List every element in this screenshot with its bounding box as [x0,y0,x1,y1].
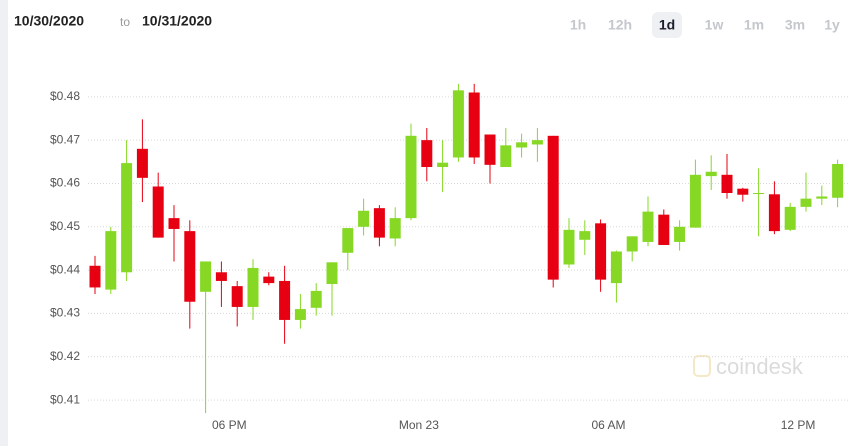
candle-body [421,140,433,168]
candle-body [642,211,654,242]
candle-body [737,188,749,195]
candle-body [168,218,180,229]
candle-body [405,135,417,219]
candle-body [484,134,496,165]
start-date: 10/30/2020 [14,13,84,29]
candle-body [832,163,844,198]
candle-body [610,251,622,284]
watermark: coindesk [693,354,804,379]
x-tick-label: 06 AM [591,418,625,432]
candle-body [705,171,717,177]
watermark-icon [693,355,711,377]
end-date: 10/31/2020 [142,13,212,29]
candle-body [674,226,686,242]
x-tick-label: Mon 23 [399,418,439,432]
range-button[interactable]: 1d [659,17,675,33]
candle-body [215,272,227,281]
range-button[interactable]: 1w [705,17,724,33]
y-tick-label: $0.44 [50,262,80,276]
candle-body [279,280,291,320]
candle-body [121,163,133,273]
candle-body [310,290,322,308]
candle-body [342,228,354,253]
candle-body [531,140,543,145]
x-tick-label: 06 PM [212,418,247,432]
candle-body [658,214,670,245]
candle-body [389,218,401,239]
plot: $0.41 $0.42 $0.43 $0.44 $0.45 $0.46 $0.47 $0.48… [50,83,848,432]
candle-body [689,174,701,228]
candle-body [721,174,733,193]
y-tick-label: $0.43 [50,306,80,320]
candle-body [626,236,638,252]
candle-body [563,229,575,265]
candle-body [136,148,148,178]
range-button[interactable]: 1m [744,17,764,33]
range-button[interactable]: 12h [608,17,632,33]
candle-body [200,261,212,292]
candle-body [294,309,306,320]
x-tick-label: 12 PM [781,418,816,432]
range-button[interactable]: 1y [824,17,840,33]
candle-body [500,145,512,168]
range-selector: 1h 12h 1d 1w 1m 3m 1y [570,12,840,38]
candle-body [579,231,591,240]
candle-body [437,162,449,168]
y-tick-label: $0.45 [50,219,80,233]
range-active-bg [652,12,682,38]
candle-body [800,198,812,207]
y-tick-label: $0.46 [50,176,80,190]
candle-body [247,267,259,307]
candle-body [595,223,607,280]
candle-body [358,210,370,227]
range-button[interactable]: 1h [570,17,586,33]
y-tick-label: $0.42 [50,349,80,363]
candle-body [263,276,275,284]
candle-body [373,208,385,238]
y-tick-label: $0.41 [50,392,80,406]
candle-body [326,262,338,284]
candle-body [768,194,780,232]
range-button[interactable]: 3m [785,17,805,33]
candle-body [753,192,765,194]
watermark-text: coindesk [716,354,804,379]
side-strip [0,0,8,446]
candle-body [516,142,528,148]
candle-body [547,135,559,280]
candle-body [89,265,101,288]
date-separator: to [120,15,130,29]
candle-body [468,92,480,158]
candle-body [784,206,796,230]
candle-body [816,196,828,199]
candle-body [452,90,464,158]
candle-body [152,186,164,238]
candle-body [184,231,196,302]
candle-body [231,286,243,307]
y-tick-label: $0.47 [50,132,80,146]
y-tick-label: $0.48 [50,89,80,103]
candle-body [105,231,117,290]
